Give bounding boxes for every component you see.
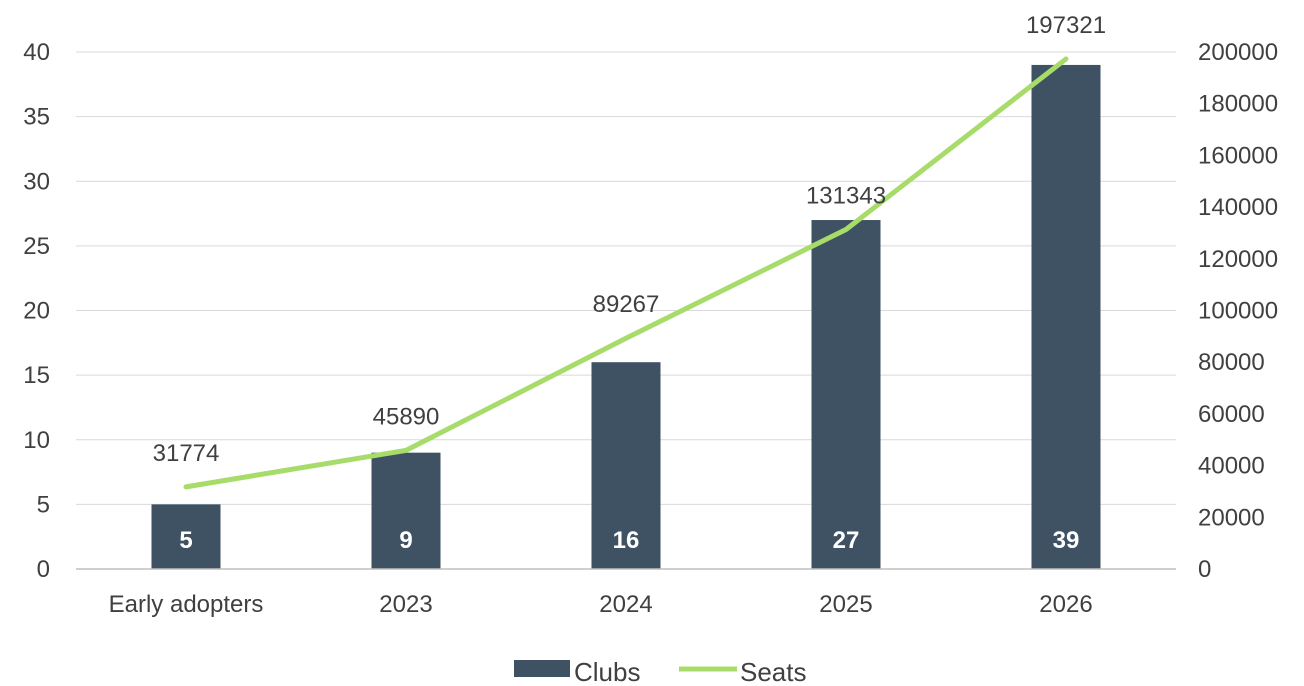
seats-value-label: 197321 [1026,12,1106,39]
bar-early-adopters [151,504,221,569]
bar-value-label: 9 [399,527,412,554]
category-label: 2026 [1039,591,1092,618]
bars-series-clubs: 5 9 16 27 39 [151,64,1101,570]
left-tick-label: 20 [23,298,50,325]
category-label: Early adopters [109,591,264,618]
right-axis: 0 20000 40000 60000 80000 100000 120000 140000 1… [1198,39,1278,583]
left-tick-label: 35 [23,104,50,131]
right-tick-label: 200000 [1198,39,1278,66]
legend-seats-label: Seats [740,657,807,686]
legend: Clubs Seats [514,657,807,686]
left-tick-label: 30 [23,168,50,195]
line-series-seats: 31774 45890 89267 131343 197321 [153,12,1106,490]
category-label: 2025 [819,591,872,618]
left-tick-label: 5 [37,491,50,518]
category-label: 2024 [599,591,652,618]
bar-value-label: 5 [179,527,192,554]
right-tick-label: 160000 [1198,142,1278,169]
bar-2026 [1031,64,1101,570]
right-tick-label: 100000 [1198,298,1278,325]
left-tick-label: 25 [23,233,50,260]
right-tick-label: 180000 [1198,91,1278,118]
left-tick-label: 40 [23,39,50,66]
left-tick-label: 0 [37,556,50,583]
right-tick-label: 60000 [1198,401,1265,428]
left-axis: 0 5 10 15 20 25 30 35 40 [23,39,50,583]
bar-2025 [811,220,881,569]
bar-2023 [371,452,441,569]
bar-value-label: 16 [613,527,640,554]
gridlines [76,51,1176,570]
bar-value-label: 27 [833,527,860,554]
right-tick-label: 80000 [1198,349,1265,376]
right-tick-label: 120000 [1198,246,1278,273]
legend-clubs-label: Clubs [574,657,640,686]
left-tick-label: 15 [23,362,50,389]
bar-value-label: 39 [1053,527,1080,554]
bar-2024 [591,362,661,569]
seats-value-label: 45890 [373,403,440,430]
right-tick-label: 0 [1198,556,1211,583]
seats-value-label: 89267 [593,291,660,318]
left-tick-label: 10 [23,427,50,454]
right-tick-label: 20000 [1198,504,1265,531]
legend-clubs-swatch [514,660,570,677]
seats-value-label: 131343 [806,182,886,209]
category-label: 2023 [379,591,432,618]
right-tick-label: 40000 [1198,453,1265,480]
x-axis: Early adopters 2023 2024 2025 2026 [76,568,1176,618]
right-tick-label: 140000 [1198,194,1278,221]
seats-value-label: 31774 [153,440,220,467]
